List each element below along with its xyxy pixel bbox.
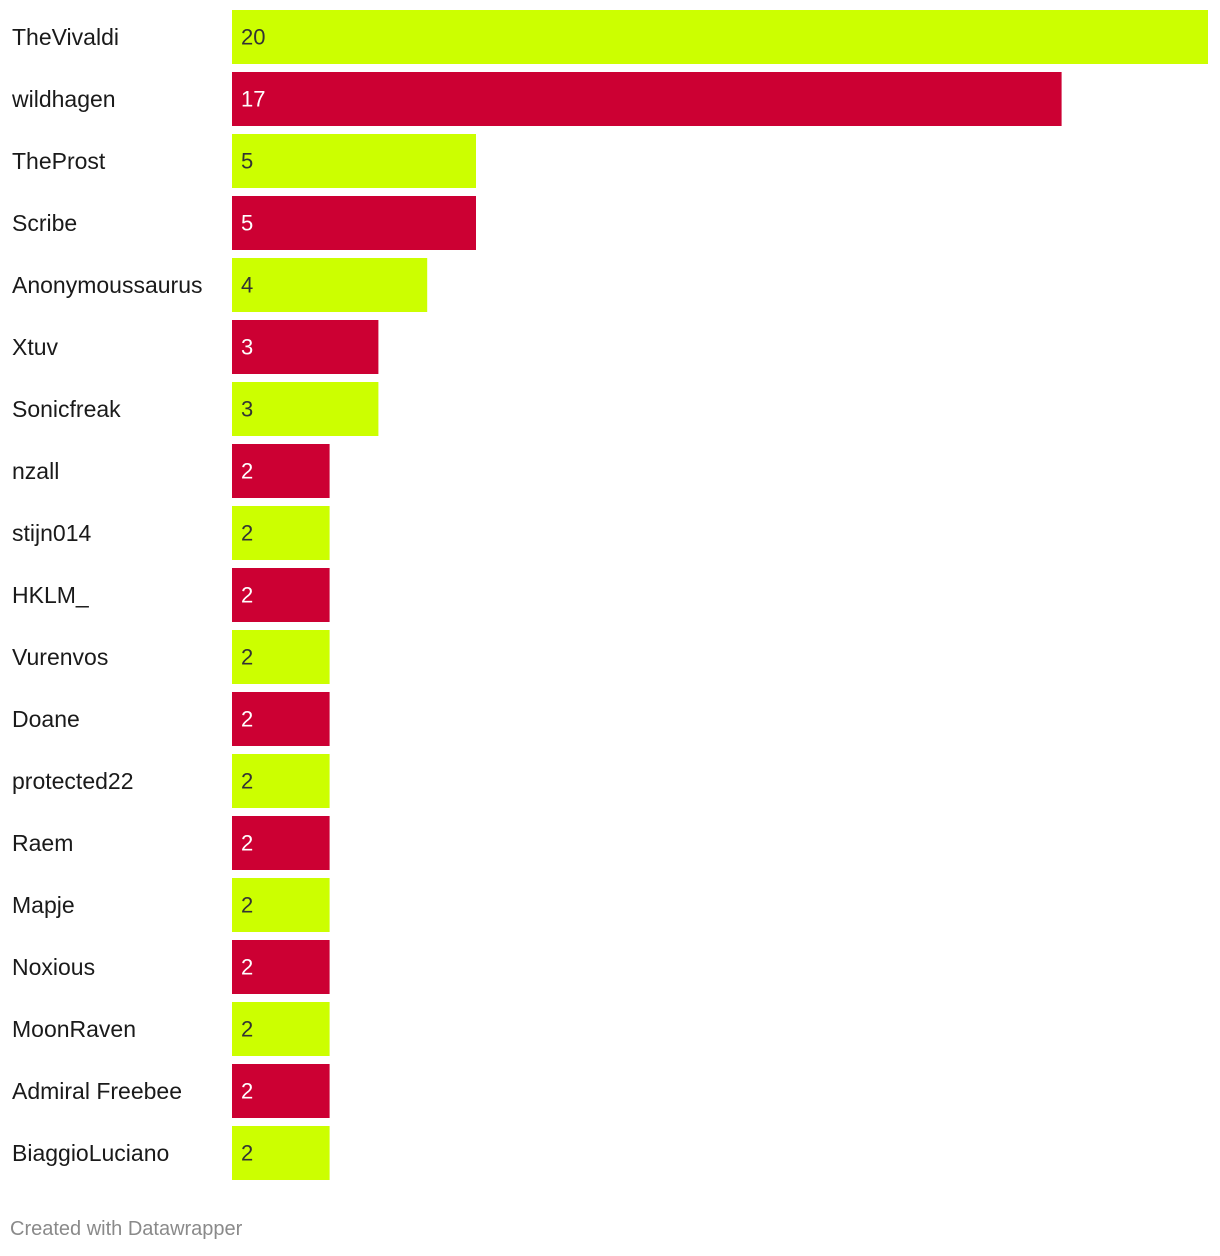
- category-label: Doane: [12, 706, 80, 732]
- value-label: 20: [241, 25, 265, 50]
- bar: [232, 816, 330, 870]
- category-label: HKLM_: [12, 582, 90, 608]
- value-label: 4: [241, 273, 253, 298]
- bar: [232, 754, 330, 808]
- bar: [232, 1064, 330, 1118]
- category-label: Anonymoussaurus: [12, 272, 203, 298]
- category-label: Sonicfreak: [12, 396, 121, 422]
- category-label: MoonRaven: [12, 1016, 136, 1042]
- bar: [232, 444, 330, 498]
- value-label: 5: [241, 211, 253, 236]
- category-label: Admiral Freebee: [12, 1078, 182, 1104]
- value-label: 2: [241, 645, 253, 670]
- bar: [232, 878, 330, 932]
- category-label: TheVivaldi: [12, 24, 119, 50]
- value-label: 3: [241, 335, 253, 360]
- value-label: 2: [241, 521, 253, 546]
- bar-chart: TheVivaldi 20 wildhagen 17 TheProst 5 Scribe 5 A…: [11, 10, 1208, 1180]
- bar: [232, 1126, 330, 1180]
- value-label: 2: [241, 769, 253, 794]
- value-label: 2: [241, 459, 253, 484]
- bar: [232, 10, 1208, 64]
- value-label: 17: [241, 87, 265, 112]
- category-label: Scribe: [12, 210, 77, 236]
- category-label: Vurenvos: [12, 644, 108, 670]
- bar: [232, 692, 330, 746]
- bar: [232, 134, 476, 188]
- category-label: wildhagen: [11, 86, 116, 112]
- footer-credit: Created with Datawrapper: [10, 1218, 243, 1240]
- bar: [232, 940, 330, 994]
- bar: [232, 630, 330, 684]
- value-label: 2: [241, 955, 253, 980]
- value-label: 2: [241, 831, 253, 856]
- bar: [232, 72, 1062, 126]
- bar: [232, 196, 476, 250]
- category-label: stijn014: [12, 520, 91, 546]
- value-label: 2: [241, 1017, 253, 1042]
- category-label: BiaggioLuciano: [12, 1140, 169, 1166]
- value-label: 2: [241, 893, 253, 918]
- category-label: Noxious: [12, 954, 95, 980]
- value-label: 2: [241, 1141, 253, 1166]
- value-label: 2: [241, 707, 253, 732]
- bar: [232, 568, 330, 622]
- category-label: Xtuv: [12, 334, 59, 360]
- bar: [232, 320, 379, 374]
- category-label: Mapje: [12, 892, 75, 918]
- bar: [232, 506, 330, 560]
- value-label: 5: [241, 149, 253, 174]
- bar: [232, 382, 379, 436]
- category-label: nzall: [12, 458, 59, 484]
- category-label: protected22: [12, 768, 133, 794]
- value-label: 3: [241, 397, 253, 422]
- category-label: Raem: [12, 830, 73, 856]
- value-label: 2: [241, 1079, 253, 1104]
- category-label: TheProst: [12, 148, 106, 174]
- bar: [232, 258, 428, 312]
- bar: [232, 1002, 330, 1056]
- value-label: 2: [241, 583, 253, 608]
